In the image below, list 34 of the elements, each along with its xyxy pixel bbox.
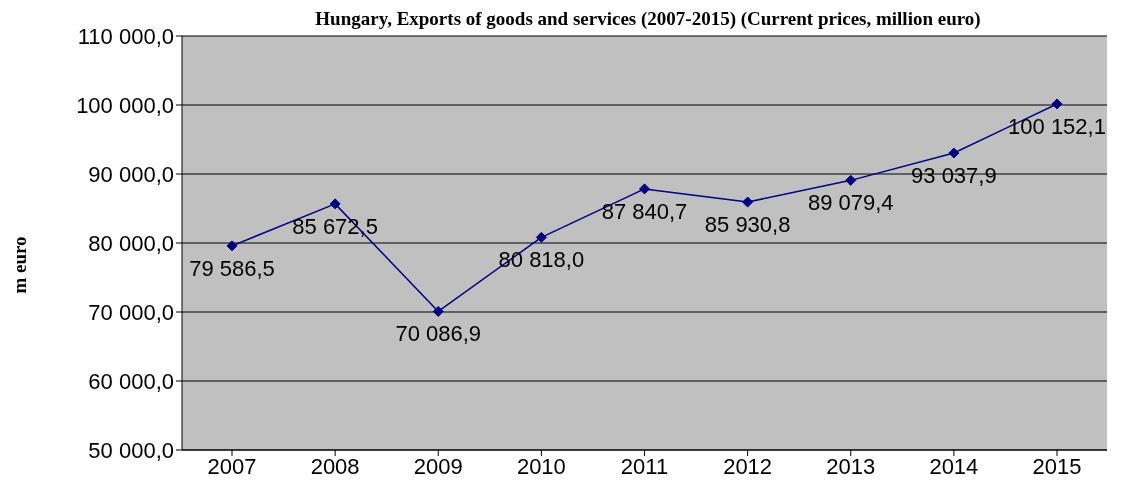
point <box>639 183 650 195</box>
x-tick-label: 2014 <box>929 453 979 479</box>
point <box>535 231 547 243</box>
x-tick-label: 2009 <box>413 453 463 479</box>
data-label: 100 152,1 <box>1008 113 1106 139</box>
point <box>432 305 444 317</box>
point <box>742 196 754 208</box>
data-label: 70 086,9 <box>395 321 482 347</box>
y-axis-title: m euro <box>9 236 31 294</box>
y-tick-label: 80 000,0 <box>88 230 174 256</box>
x-tick-label: 2007 <box>207 453 257 479</box>
data-label: 93 037,9 <box>911 163 997 189</box>
y-tick-label: 110 000,0 <box>77 23 174 49</box>
data-label: 79 586,5 <box>189 255 275 281</box>
chart-title: Hungary, Exports of goods and services (2007-2015) (Current prices, million euro) <box>314 8 982 30</box>
x-tick-label: 2015 <box>1032 453 1082 479</box>
point <box>1051 98 1063 110</box>
x-tick-label: 2013 <box>826 453 876 479</box>
x-tick-label: 2008 <box>310 453 360 479</box>
point <box>845 174 857 186</box>
data-label: 85 930,8 <box>704 212 791 238</box>
y-tick-label: 90 000,0 <box>88 161 174 187</box>
point <box>948 147 960 159</box>
data-label: 87 840,7 <box>601 198 688 224</box>
point <box>329 198 341 210</box>
x-tick-label: 2012 <box>723 453 773 479</box>
point <box>226 240 238 252</box>
x-tick-label: 2010 <box>516 453 566 479</box>
y-tick-label: 70 000,0 <box>88 299 174 325</box>
x-tick-label: 2011 <box>620 453 669 479</box>
y-tick-label: 50 000,0 <box>88 437 174 463</box>
y-tick-label: 100 000,0 <box>76 92 174 118</box>
y-tick-label: 60 000,0 <box>88 368 174 394</box>
data-label: 89 079,4 <box>807 190 894 216</box>
